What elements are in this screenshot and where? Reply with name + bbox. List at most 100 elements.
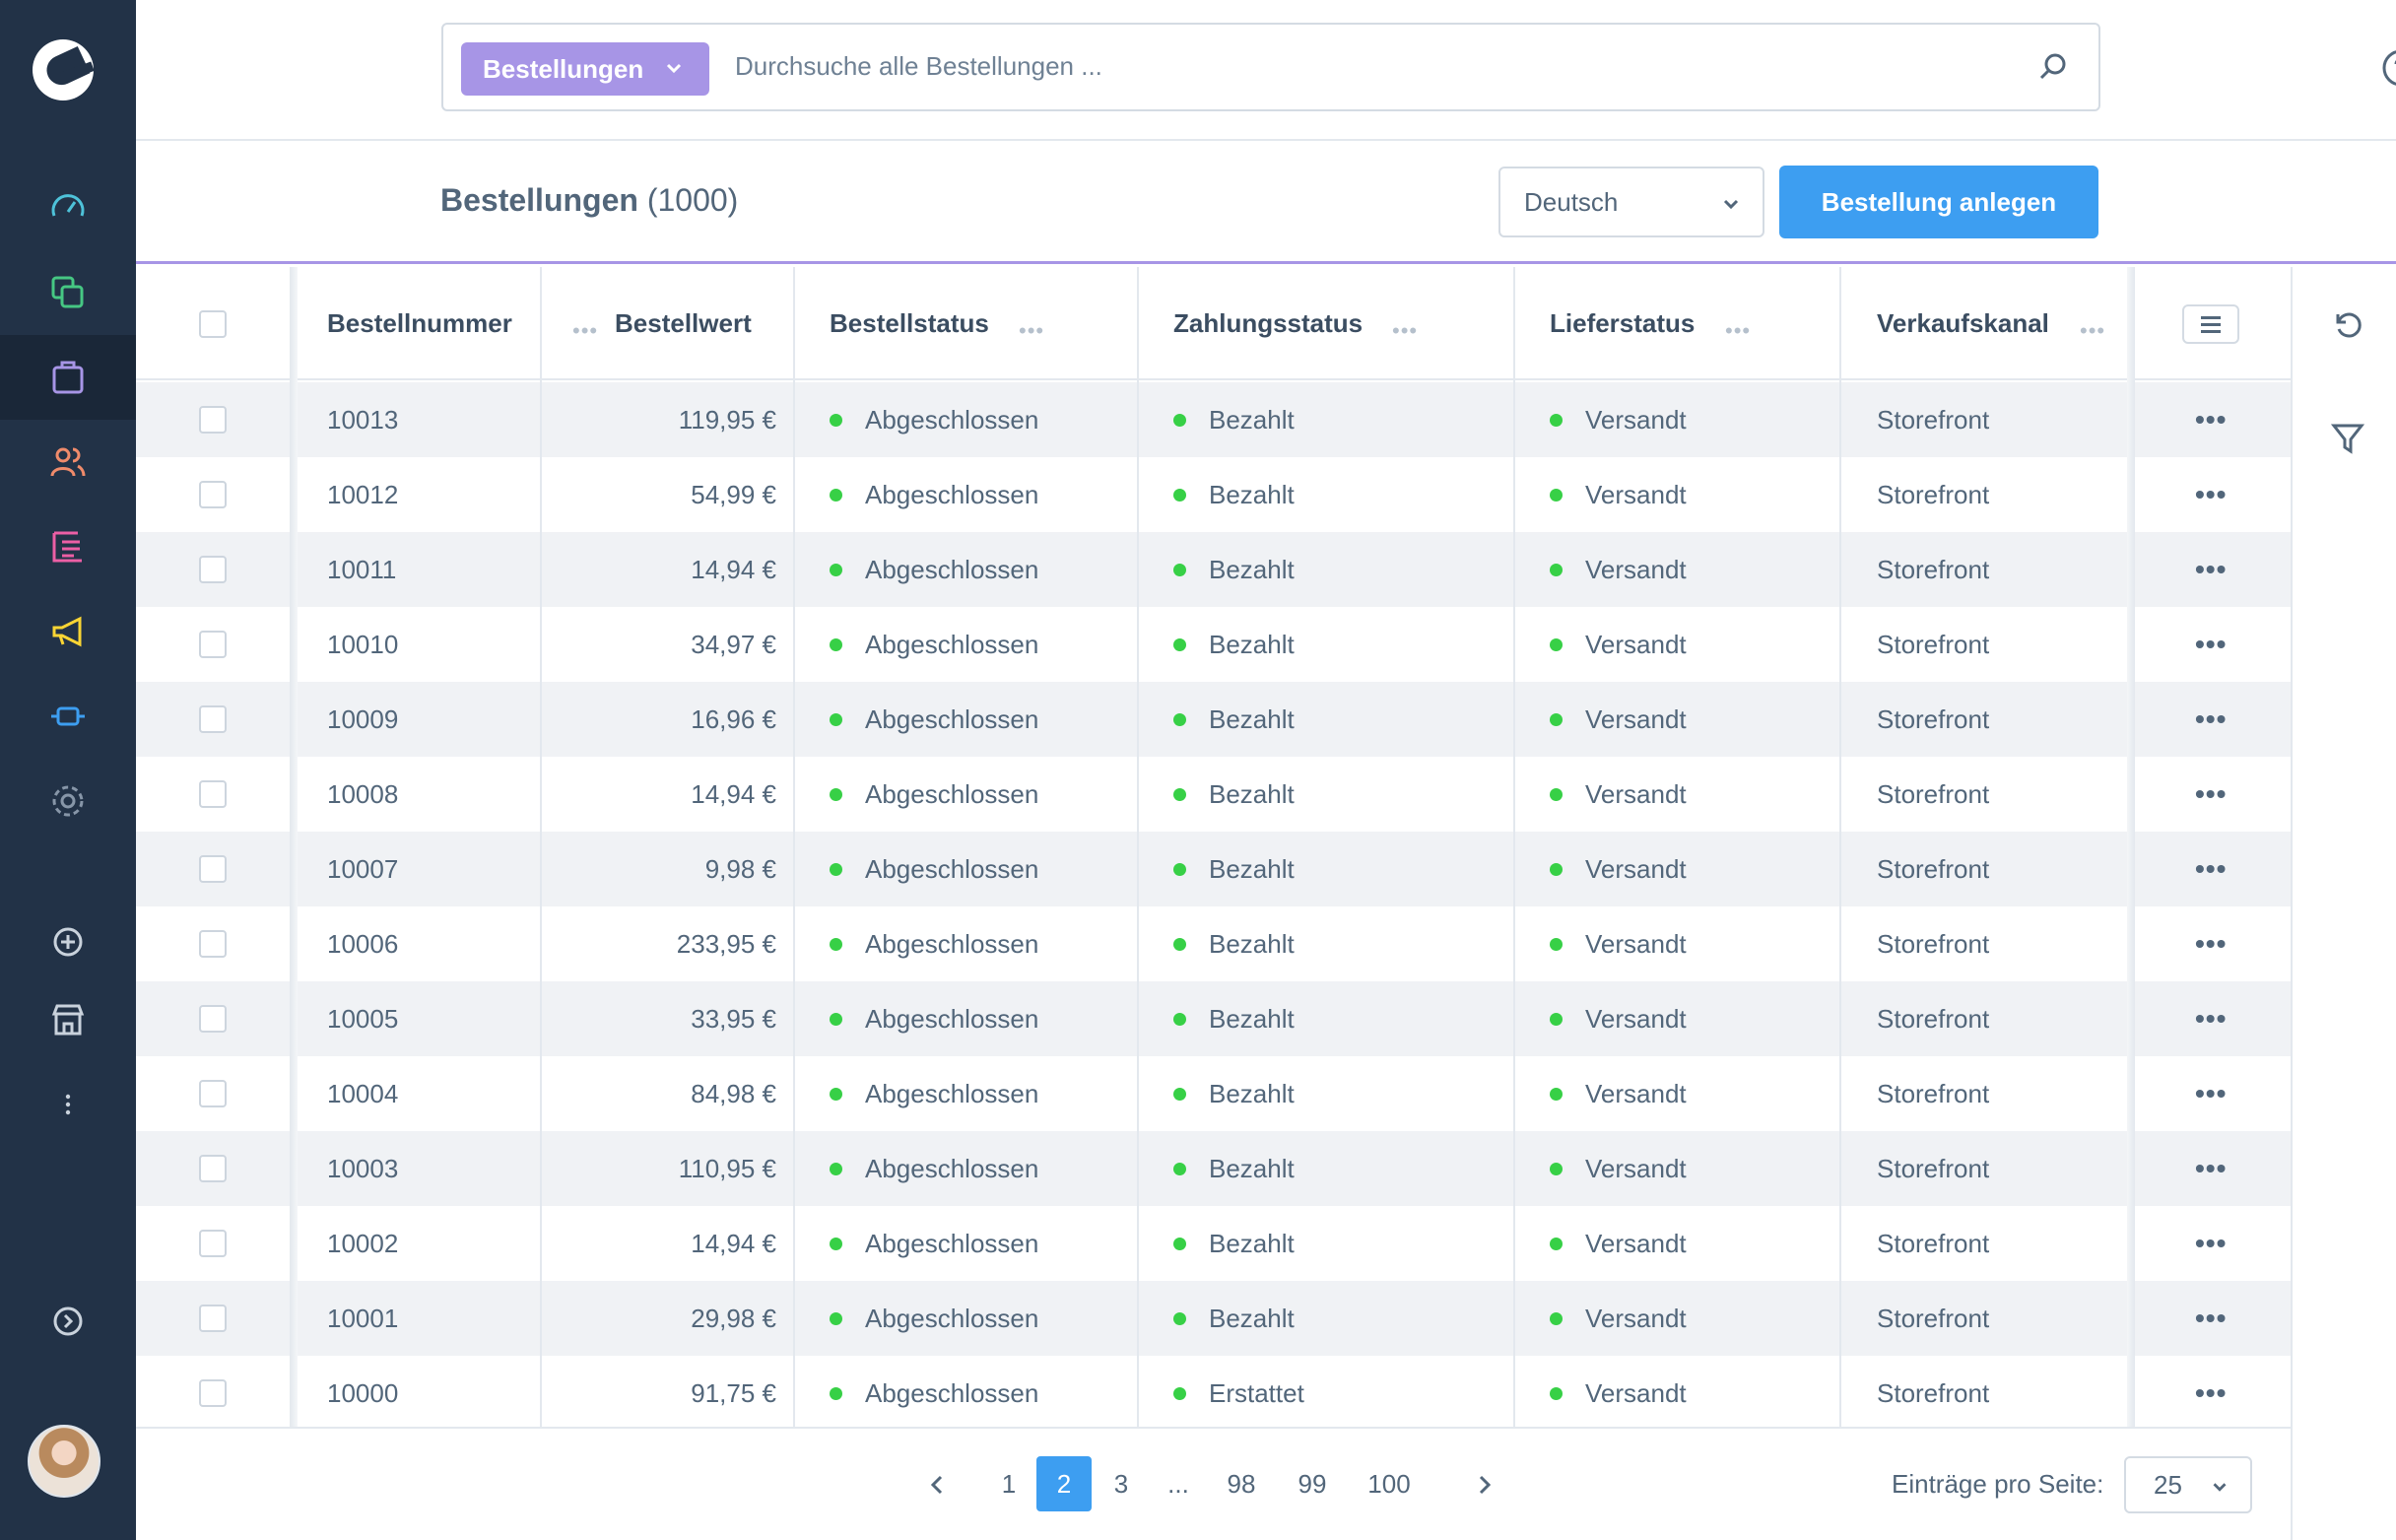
order-number-link[interactable]: 10010 (327, 629, 399, 659)
table-row[interactable]: 10013 119,95 € Abgeschlossen Bezahlt Versand… (136, 382, 2291, 457)
language-select[interactable]: Deutsch (1498, 167, 1764, 237)
row-checkbox[interactable] (199, 705, 227, 733)
column-menu-sales-channel[interactable]: ••• (2080, 318, 2106, 343)
row-actions-button[interactable]: ••• (2195, 778, 2228, 809)
row-checkbox[interactable] (199, 780, 227, 808)
sidebar-item-dashboard[interactable] (0, 166, 136, 250)
filter-icon[interactable] (2330, 421, 2365, 456)
column-header-order-status[interactable]: Bestellstatus (830, 308, 989, 338)
order-number-link[interactable]: 10002 (327, 1228, 399, 1258)
row-actions-button[interactable]: ••• (2195, 1377, 2228, 1408)
page-button-99[interactable]: 99 (1298, 1468, 1327, 1499)
column-header-payment-status[interactable]: Zahlungsstatus (1173, 308, 1364, 338)
sidebar-item-add[interactable] (0, 900, 136, 984)
order-number-link[interactable]: 10008 (327, 778, 399, 809)
row-checkbox[interactable] (199, 406, 227, 434)
row-actions-button[interactable]: ••• (2195, 479, 2228, 509)
table-row[interactable]: 10006 233,95 € Abgeschlossen Bezahlt Versand… (136, 906, 2291, 981)
column-settings-button[interactable] (2182, 304, 2239, 344)
row-actions-button[interactable]: ••• (2195, 629, 2228, 659)
table-row[interactable]: 10003 110,95 € Abgeschlossen Bezahlt Versand… (136, 1131, 2291, 1206)
column-header-order-value[interactable]: Bestellwert (615, 308, 752, 338)
table-row[interactable]: 10005 33,95 € Abgeschlossen Bezahlt Versandt… (136, 981, 2291, 1056)
create-order-button[interactable]: Bestellung anlegen (1779, 166, 2098, 238)
page-button-2[interactable]: 2 (1036, 1456, 1092, 1511)
table-row[interactable]: 10009 16,96 € Abgeschlossen Bezahlt Versandt… (136, 682, 2291, 757)
column-menu-order-status[interactable]: ••• (1019, 318, 1045, 343)
order-number-link[interactable]: 10001 (327, 1303, 399, 1333)
table-row[interactable]: 10010 34,97 € Abgeschlossen Bezahlt Versandt… (136, 607, 2291, 682)
table-row[interactable]: 10000 91,75 € Abgeschlossen Erstattet Versan… (136, 1356, 2291, 1427)
sidebar-item-extensions[interactable] (0, 674, 136, 759)
order-number-link[interactable]: 10009 (327, 703, 399, 734)
column-menu-payment-status[interactable]: ••• (1392, 318, 1419, 343)
avatar[interactable] (28, 1425, 100, 1498)
sidebar-expand-button[interactable] (0, 1279, 136, 1364)
table-row[interactable]: 10002 14,94 € Abgeschlossen Bezahlt Versandt… (136, 1206, 2291, 1281)
page-button-1[interactable]: 1 (1001, 1468, 1017, 1499)
table-row[interactable]: 10004 84,98 € Abgeschlossen Bezahlt Versandt… (136, 1056, 2291, 1131)
sidebar-item-customers[interactable] (0, 420, 136, 504)
row-actions-button[interactable]: ••• (2195, 404, 2228, 435)
row-actions-button[interactable]: ••• (2195, 1003, 2228, 1034)
sidebar-item-marketing[interactable] (0, 589, 136, 674)
row-checkbox[interactable] (199, 930, 227, 958)
sidebar-item-catalogue[interactable] (0, 250, 136, 335)
sidebar-item-content[interactable] (0, 504, 136, 589)
row-checkbox[interactable] (199, 556, 227, 583)
order-number-link[interactable]: 10000 (327, 1377, 399, 1408)
order-number-link[interactable]: 10003 (327, 1153, 399, 1183)
column-header-order-number[interactable]: Bestellnummer (327, 308, 512, 338)
row-actions-button[interactable]: ••• (2195, 1228, 2228, 1258)
help-icon[interactable] (2381, 48, 2396, 88)
sidebar-item-settings[interactable] (0, 759, 136, 843)
per-page-select[interactable]: 25 (2124, 1456, 2252, 1513)
table-row[interactable]: 10008 14,94 € Abgeschlossen Bezahlt Versandt… (136, 757, 2291, 832)
order-number-link[interactable]: 10012 (327, 479, 399, 509)
row-actions-button[interactable]: ••• (2195, 1153, 2228, 1183)
search-icon[interactable] (2035, 50, 2071, 86)
sidebar-item-orders[interactable] (0, 335, 136, 420)
page-button-3[interactable]: 3 (1113, 1468, 1129, 1499)
search-type-select[interactable]: Bestellungen (461, 42, 709, 96)
row-checkbox[interactable] (199, 855, 227, 883)
chevron-left-icon[interactable] (924, 1472, 950, 1498)
row-checkbox[interactable] (199, 1080, 227, 1107)
select-all-checkbox[interactable] (199, 310, 227, 338)
row-checkbox[interactable] (199, 1005, 227, 1033)
table-row[interactable]: 10012 54,99 € Abgeschlossen Bezahlt Versandt… (136, 457, 2291, 532)
order-number-link[interactable]: 10004 (327, 1078, 399, 1108)
row-actions-button[interactable]: ••• (2195, 703, 2228, 734)
global-search[interactable]: Bestellungen Durchsuche alle Bestellunge… (441, 23, 2100, 111)
row-checkbox[interactable] (199, 1379, 227, 1407)
table-row[interactable]: 10011 14,94 € Abgeschlossen Bezahlt Versandt… (136, 532, 2291, 607)
row-checkbox[interactable] (199, 1230, 227, 1257)
column-menu-order-number[interactable]: ••• (572, 318, 599, 343)
refresh-icon[interactable] (2330, 306, 2365, 342)
column-header-delivery-status[interactable]: Lieferstatus (1550, 308, 1696, 338)
row-actions-button[interactable]: ••• (2195, 928, 2228, 959)
page-button-98[interactable]: 98 (1227, 1468, 1256, 1499)
search-input[interactable]: Durchsuche alle Bestellungen ... (735, 51, 1102, 81)
row-actions-button[interactable]: ••• (2195, 1078, 2228, 1108)
column-menu-delivery-status[interactable]: ••• (1725, 318, 1752, 343)
order-number-link[interactable]: 10007 (327, 853, 399, 884)
row-checkbox[interactable] (199, 631, 227, 658)
table-row[interactable]: 10007 9,98 € Abgeschlossen Bezahlt Versandt S… (136, 832, 2291, 906)
order-number-link[interactable]: 10013 (327, 404, 399, 435)
row-checkbox[interactable] (199, 1305, 227, 1332)
order-number-link[interactable]: 10011 (327, 554, 397, 584)
row-checkbox[interactable] (199, 1155, 227, 1182)
shopware-logo-icon[interactable] (33, 39, 94, 100)
row-actions-button[interactable]: ••• (2195, 1303, 2228, 1333)
order-number-link[interactable]: 10005 (327, 1003, 399, 1034)
row-actions-button[interactable]: ••• (2195, 554, 2228, 584)
row-checkbox[interactable] (199, 481, 227, 508)
sidebar-item-storefront[interactable] (0, 977, 136, 1062)
row-actions-button[interactable]: ••• (2195, 853, 2228, 884)
page-button-100[interactable]: 100 (1367, 1468, 1411, 1499)
table-row[interactable]: 10001 29,98 € Abgeschlossen Bezahlt Versandt… (136, 1281, 2291, 1356)
chevron-right-icon[interactable] (1472, 1472, 1498, 1498)
column-header-sales-channel[interactable]: Verkaufskanal (1877, 308, 2049, 338)
order-number-link[interactable]: 10006 (327, 928, 399, 959)
